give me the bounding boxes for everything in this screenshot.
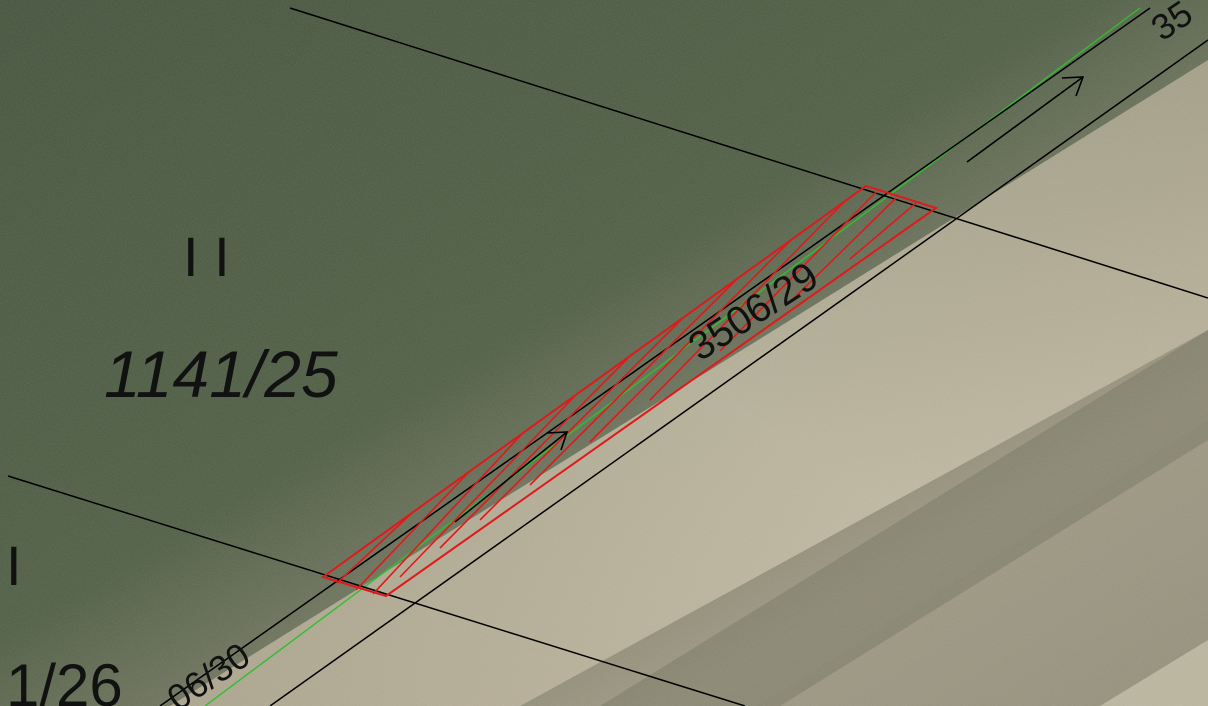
highlighted-parcel[interactable]	[320, 184, 939, 598]
arrow-icon	[966, 76, 1085, 163]
parcel-label-main[interactable]: 1141/25	[104, 337, 338, 411]
parcel-label-bottom-left[interactable]: 1/26	[6, 652, 123, 706]
land-class-mark-left: I	[6, 534, 22, 597]
boundary-line	[159, 7, 1151, 706]
land-class-mark: I I	[183, 225, 230, 288]
arrow-icon	[454, 431, 569, 523]
boundary-line	[289, 7, 1208, 299]
boundary-line	[269, 39, 1208, 706]
parcel-hatching	[336, 191, 917, 595]
highlighted-parcel-outline[interactable]	[320, 184, 939, 598]
